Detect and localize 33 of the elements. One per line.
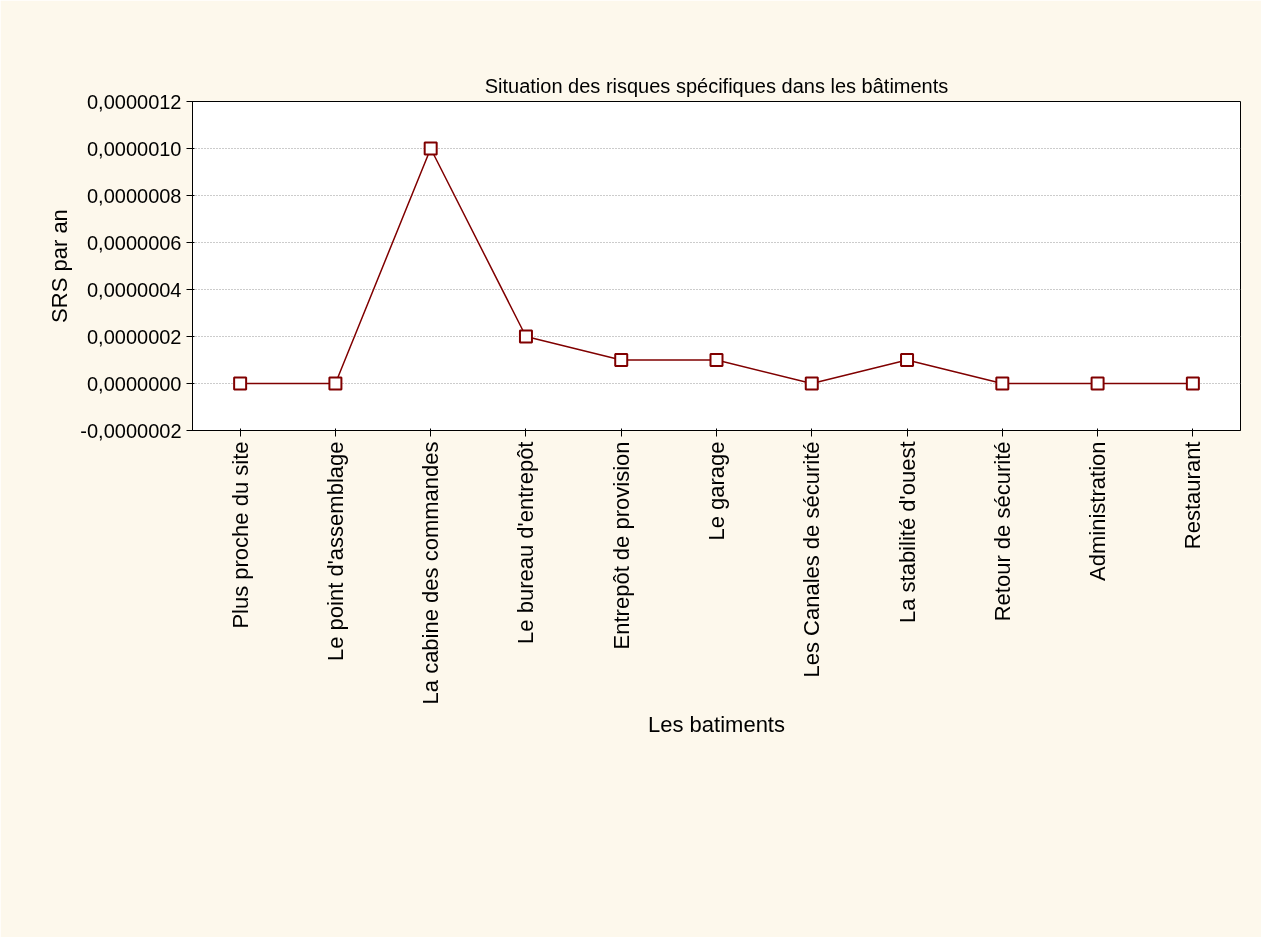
point: [233, 376, 248, 391]
y-tick-label: 0,0000010: [86, 137, 182, 160]
x-tick-label: Les Canales de sécurité: [799, 441, 825, 678]
x-tick-label: Restaurant: [1180, 441, 1206, 550]
y-tick-label: -0,0000002: [80, 419, 182, 442]
point: [423, 141, 438, 156]
y-tick-label: 0,0000000: [86, 372, 182, 395]
point: [1185, 376, 1200, 391]
x-axis-title: Les batiments: [648, 712, 785, 738]
y-axis-title: SRS par an: [47, 209, 73, 323]
x-tick-label: La cabine des commandes: [418, 441, 444, 705]
x-tick-label: Retour de sécurité: [989, 441, 1015, 622]
point: [518, 329, 533, 344]
chart-title: Situation des risques spécifiques dans les bâtiments: [484, 74, 949, 97]
point: [900, 353, 915, 367]
point: [614, 353, 629, 367]
y-tick-label: 0,0000004: [86, 278, 182, 301]
x-tick-label: Administration: [1085, 441, 1111, 581]
x-tick-label: Le garage: [704, 441, 729, 541]
y-tick-label: 0,0000008: [86, 184, 182, 207]
x-tick-label: Plus proche du site: [227, 441, 253, 629]
y-tick-label: 0,0000012: [86, 90, 182, 113]
x-tick-label: La stabilité d'ouest: [894, 441, 920, 624]
point: [709, 353, 724, 367]
x-tick-label: Le bureau d'entrepôt: [513, 441, 539, 644]
point: [1090, 376, 1105, 391]
y-tick-label: 0,0000006: [86, 231, 182, 254]
point: [804, 376, 819, 391]
y-tick-label: 0,0000002: [86, 325, 182, 348]
x-tick-label: Entrepôt de provision: [608, 441, 634, 650]
x-tick-label: Le point d'assemblage: [322, 441, 348, 661]
point: [995, 376, 1010, 391]
point: [328, 376, 343, 391]
